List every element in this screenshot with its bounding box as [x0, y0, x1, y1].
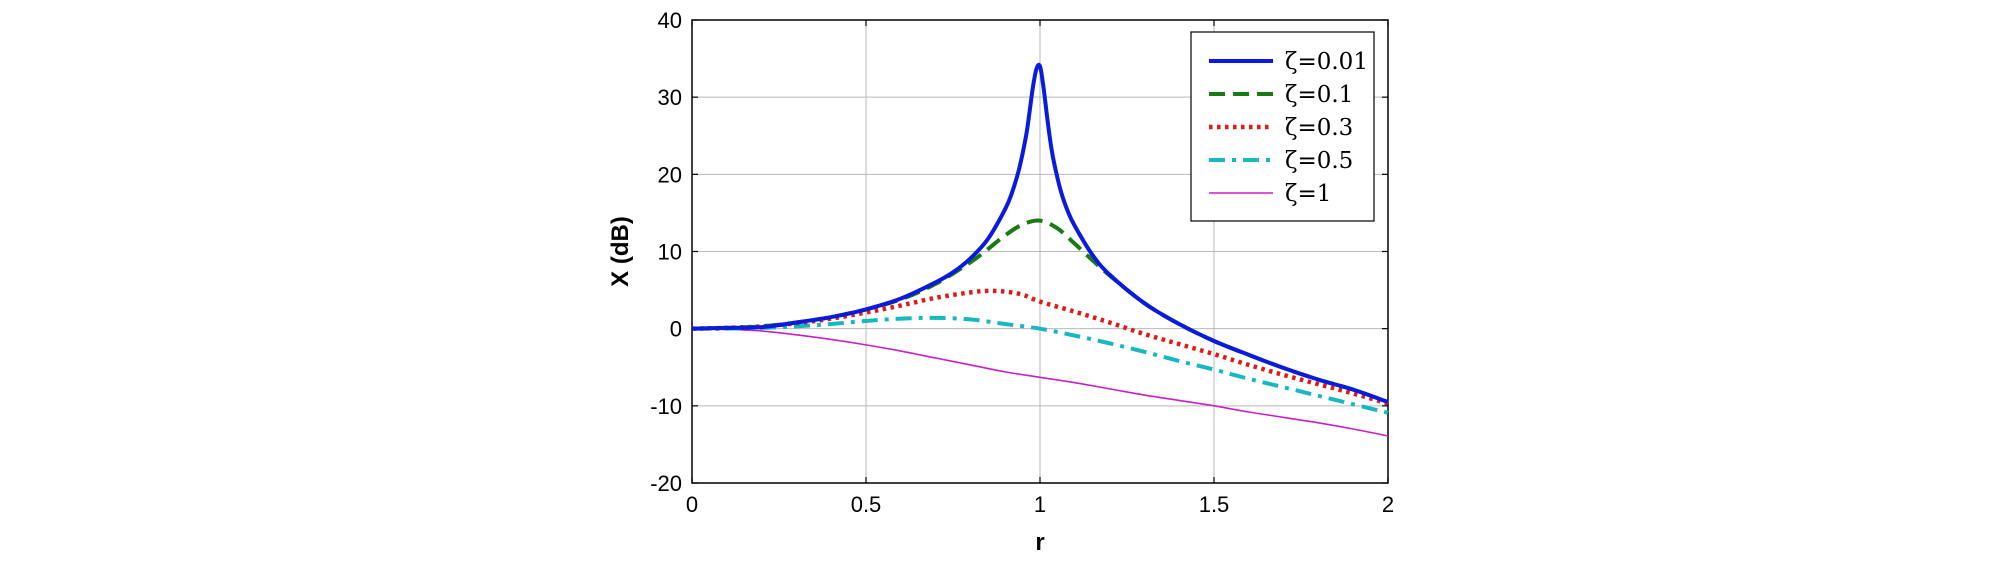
legend-label-3: ζ=0.3: [1285, 115, 1353, 141]
y-tick-label: -10: [650, 394, 682, 419]
legend-label-2: ζ=0.1: [1285, 82, 1353, 108]
legend-label-4: ζ=0.5: [1285, 148, 1353, 174]
x-tick-label: 1: [1034, 492, 1046, 517]
y-tick-label: 40: [658, 8, 682, 33]
y-tick-label: 30: [658, 85, 682, 110]
y-tick-label: 0: [670, 317, 682, 342]
y-axis-ticks: -20 -10 0 10 20 30 40: [650, 8, 1388, 496]
legend-box: [1190, 31, 1375, 222]
series-lines: [691, 62, 1389, 437]
x-tick-label: 0: [686, 492, 698, 517]
series-line-1: [691, 62, 1389, 404]
series-line-4: [691, 315, 1389, 415]
x-axis-label: r: [1035, 529, 1044, 556]
x-tick-label: 0.5: [851, 492, 882, 517]
x-tick-label: 1.5: [1199, 492, 1230, 517]
series-line-5: [691, 327, 1389, 437]
y-tick-label: -20: [650, 471, 682, 496]
legend: ζ=0.01 ζ=0.1 ζ=0.3 ζ=0.5 ζ=1: [1190, 31, 1375, 222]
x-tick-label: 2: [1382, 492, 1394, 517]
y-tick-label: 20: [658, 162, 682, 187]
legend-label-5: ζ=1: [1285, 181, 1331, 207]
y-axis-label: X (dB): [607, 216, 634, 287]
y-tick-label: 10: [658, 240, 682, 265]
x-axis-ticks: 0 0.5 1 1.5 2: [686, 20, 1394, 517]
legend-label-1: ζ=0.01: [1285, 49, 1368, 75]
